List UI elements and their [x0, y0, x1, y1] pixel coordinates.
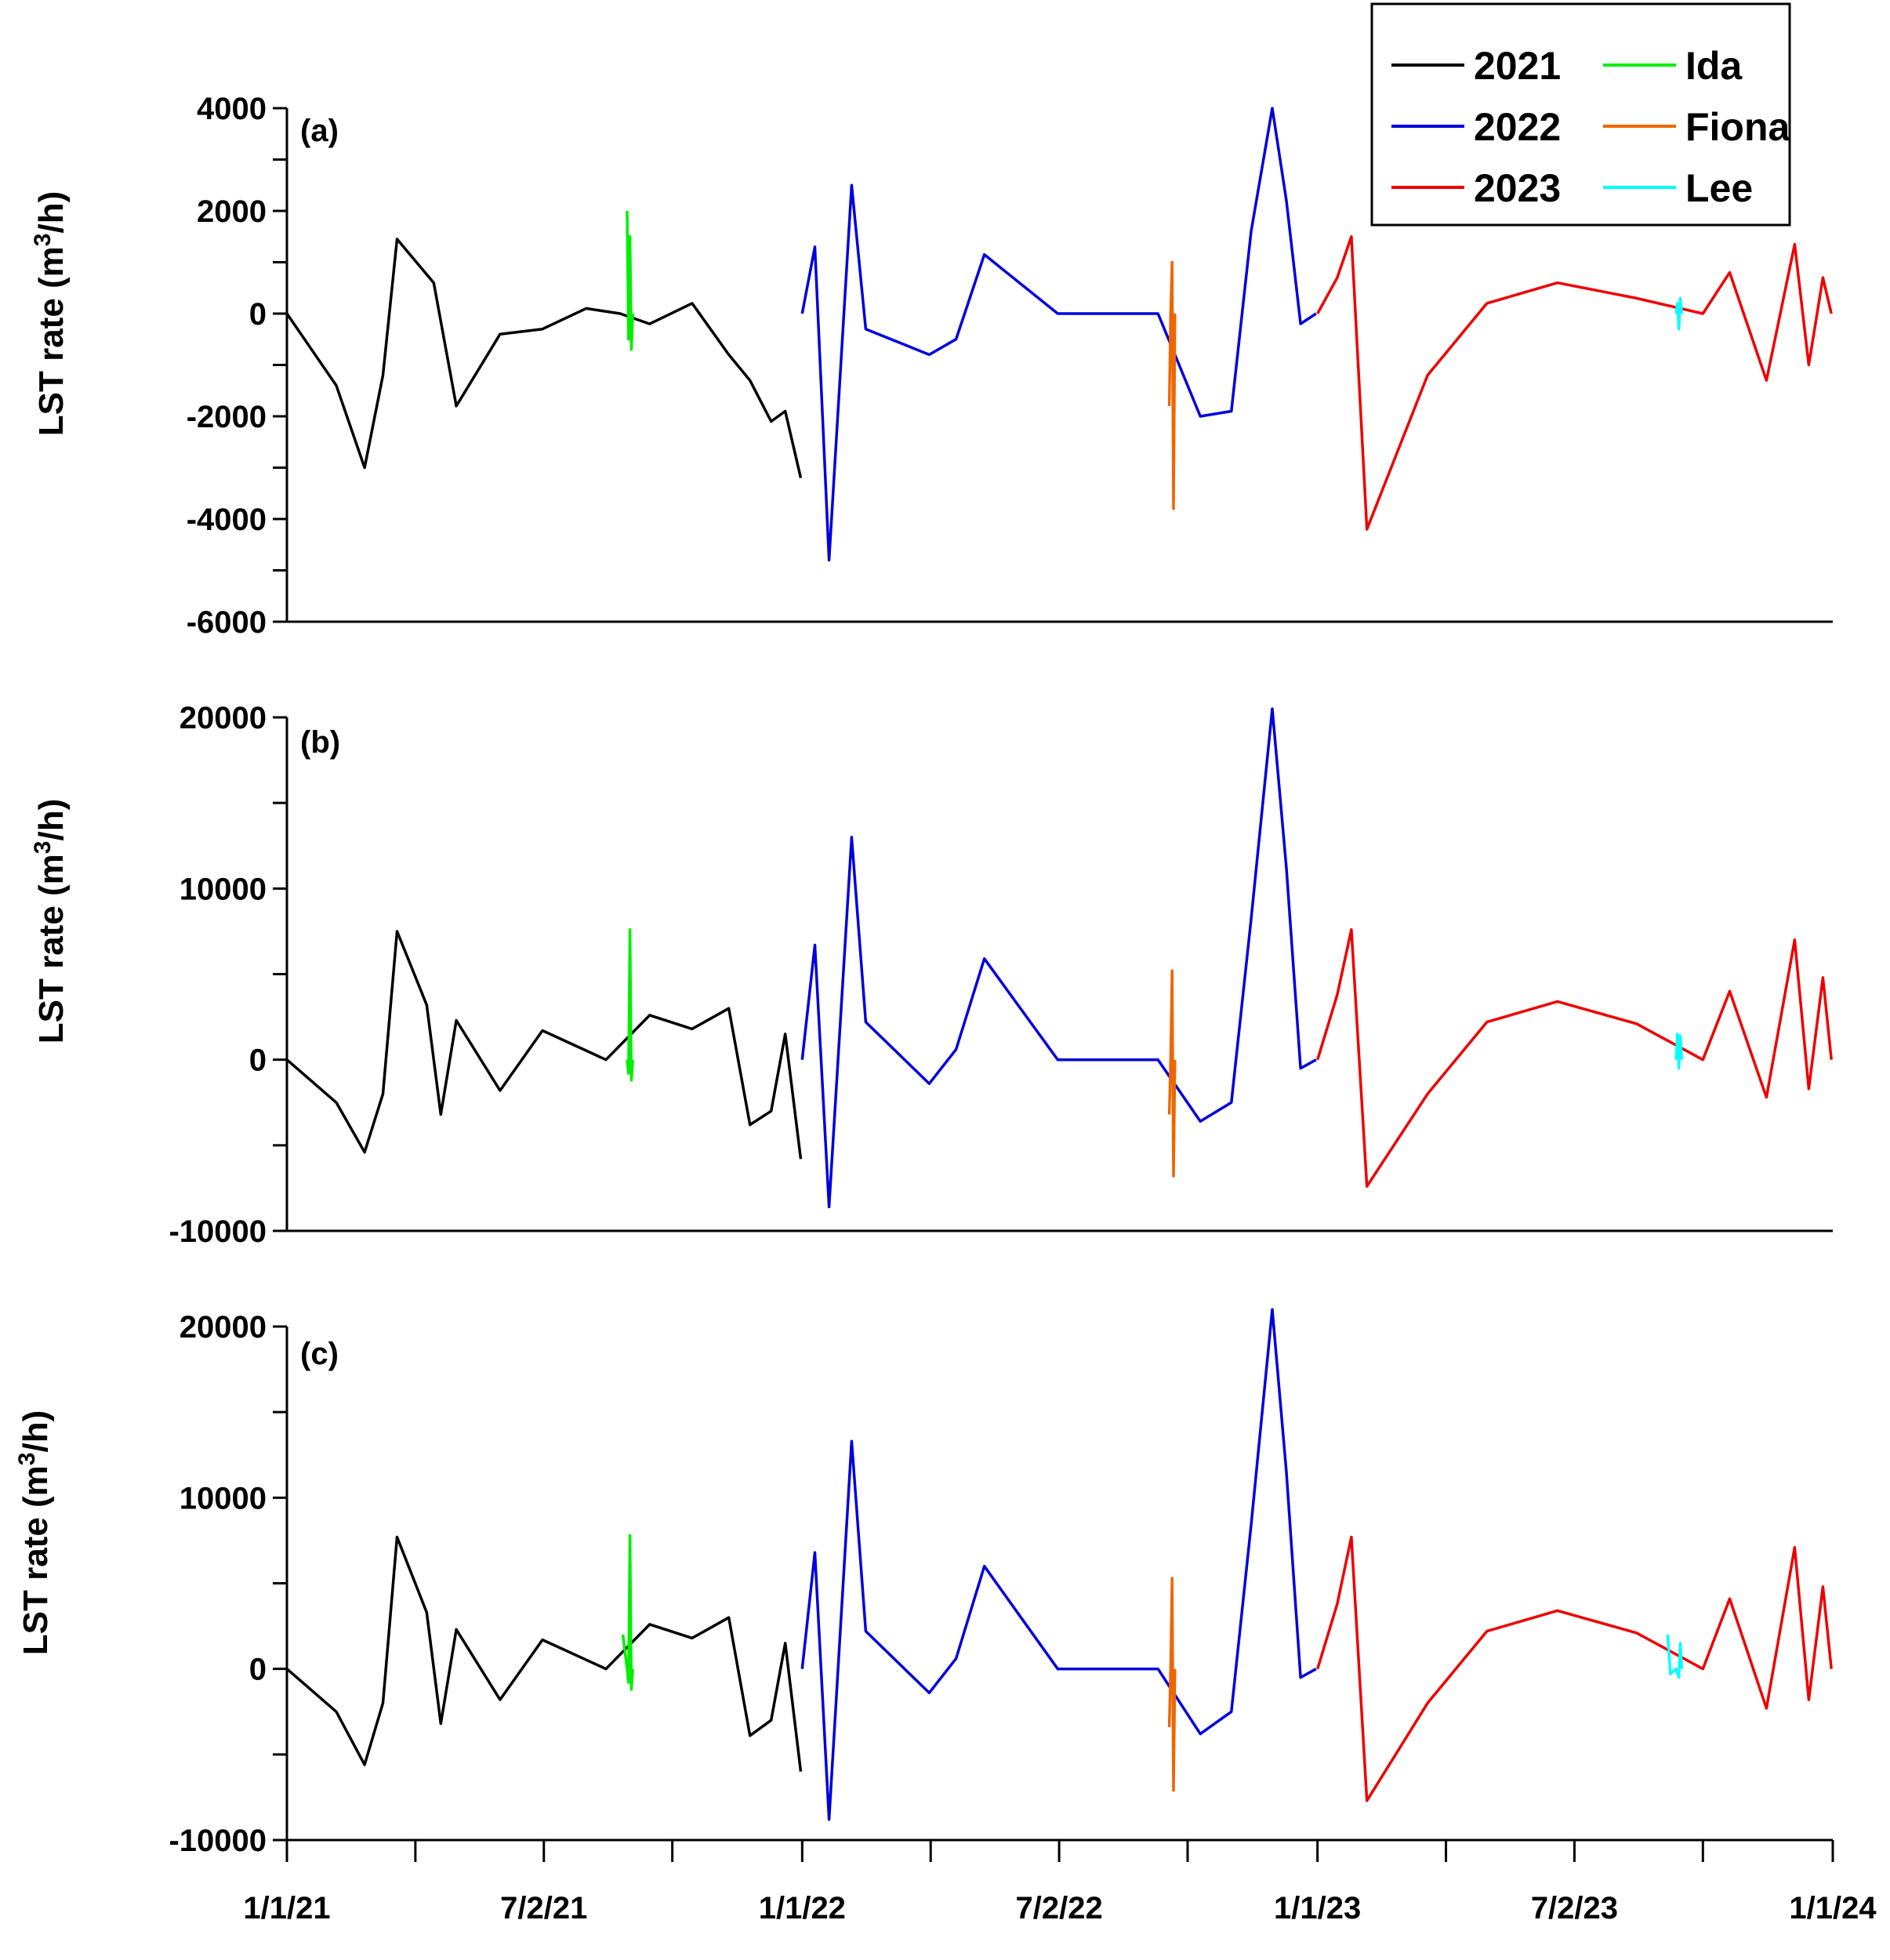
series-line-2022 — [800, 107, 1317, 562]
series-line-lee — [1666, 1634, 1684, 1679]
y-tick-label: -6000 — [187, 605, 267, 640]
panel-b: -10000 0 10000 20000 (b) LST rate (m3/h) — [30, 701, 1833, 1249]
panel-label: (a) — [300, 114, 339, 148]
panel-c: -10000 0 10000 20000 1/1/21 7/2/21 1/1/22 7/2/2… — [14, 1308, 1877, 1926]
x-tick-label: 1/1/21 — [243, 1891, 330, 1926]
y-axis-label: LST rate (m3/h) — [30, 191, 71, 437]
x-tick-label: 7/2/21 — [500, 1891, 587, 1926]
series-line-lee — [1674, 296, 1684, 331]
legend-label: Lee — [1685, 166, 1753, 210]
legend-label: 2023 — [1474, 166, 1561, 210]
legend: 2021 Ida 2022 Fiona 2023 Lee — [1370, 2, 1791, 227]
x-tick-label: 1/1/24 — [1789, 1891, 1877, 1926]
series-line-2023 — [1316, 1535, 1833, 1802]
legend-label: 2022 — [1474, 105, 1561, 149]
y-tick-label: 10000 — [180, 872, 267, 906]
series-line-2023 — [1316, 927, 1833, 1188]
series-line-ida — [621, 1534, 634, 1691]
panel-label: (c) — [300, 1337, 339, 1371]
series-line-fiona — [1167, 969, 1177, 1178]
x-tick-label: 1/1/23 — [1274, 1891, 1361, 1926]
y-axis-label: LST rate (m3/h) — [30, 799, 71, 1044]
x-tick-label: 1/1/22 — [759, 1891, 846, 1926]
legend-label: Fiona — [1685, 105, 1791, 149]
series-line-2021 — [285, 930, 803, 1160]
y-tick-label: 4000 — [197, 92, 267, 126]
series-line-ida — [626, 210, 634, 351]
series-line-2021 — [285, 1535, 803, 1772]
x-tick-label: 7/2/22 — [1015, 1891, 1102, 1926]
y-tick-label: -10000 — [169, 1214, 267, 1249]
series-line-fiona — [1167, 1577, 1177, 1792]
y-tick-label: -4000 — [187, 503, 267, 537]
y-tick-label: 0 — [249, 1044, 267, 1078]
y-tick-label: -2000 — [187, 400, 267, 434]
panel-a: -6000 -4000 -2000 0 2000 4000 (a) LST rate (m… — [30, 92, 1833, 640]
y-tick-label: 2000 — [197, 194, 267, 229]
y-tick-label: -10000 — [169, 1824, 267, 1858]
series-line-lee — [1674, 1033, 1684, 1070]
legend-label: 2021 — [1474, 44, 1561, 88]
series-line-2023 — [1316, 235, 1833, 531]
series-line-fiona — [1167, 260, 1177, 510]
series-line-2022 — [800, 707, 1317, 1209]
y-tick-label: 20000 — [180, 1310, 267, 1345]
legend-label: Ida — [1685, 44, 1743, 88]
y-tick-label: 0 — [249, 297, 267, 332]
series-line-2022 — [800, 1308, 1317, 1821]
y-tick-label: 0 — [249, 1653, 267, 1687]
series-line-2021 — [285, 238, 803, 478]
y-axis-label: LST rate (m3/h) — [14, 1410, 56, 1656]
y-tick-label: 10000 — [180, 1481, 267, 1515]
x-tick-label: 7/2/23 — [1531, 1891, 1618, 1926]
panel-label: (b) — [300, 725, 340, 760]
y-tick-label: 20000 — [180, 701, 267, 735]
series-line-ida — [626, 927, 634, 1082]
